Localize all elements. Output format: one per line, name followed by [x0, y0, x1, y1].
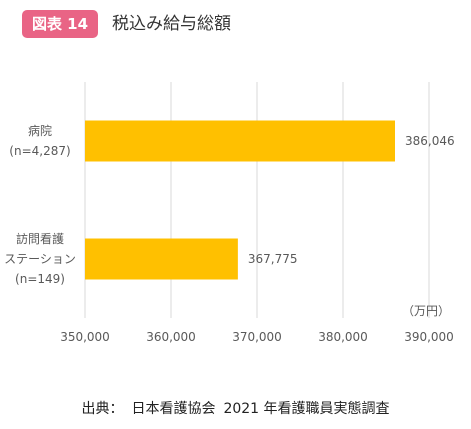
x-tick-label: 370,000 — [232, 330, 282, 344]
source-note: 出典： 日本看護協会 2021 年看護職員実態調査 — [0, 398, 471, 418]
x-tick-label: 350,000 — [60, 330, 110, 344]
source-org: 日本看護協会 — [131, 401, 216, 417]
source-survey: 2021 年看護職員実態調査 — [223, 401, 390, 417]
data-label: 386,046 — [405, 134, 455, 148]
category-label: (n=149) — [15, 272, 65, 286]
x-tick-label: 380,000 — [318, 330, 368, 344]
bar — [85, 238, 238, 280]
x-tick-label: 360,000 — [146, 330, 196, 344]
data-label: 367,775 — [248, 252, 298, 266]
category-label: 訪問看護 — [16, 231, 64, 246]
figure-number-badge: 図表 14 — [22, 10, 98, 38]
bar-chart: 350,000 360,000 370,000 380,000 390,000 （万円） 3… — [4, 82, 455, 344]
category-label: 病院 — [28, 123, 52, 138]
bar — [85, 120, 395, 162]
source-prefix: 出典： — [81, 401, 124, 417]
unit-label: （万円） — [402, 304, 450, 318]
category-label: (n=4,287) — [9, 144, 70, 158]
x-tick-label: 390,000 — [404, 330, 454, 344]
chart-title: 税込み給与総額 — [112, 14, 231, 34]
category-label: ステーション — [4, 252, 76, 266]
